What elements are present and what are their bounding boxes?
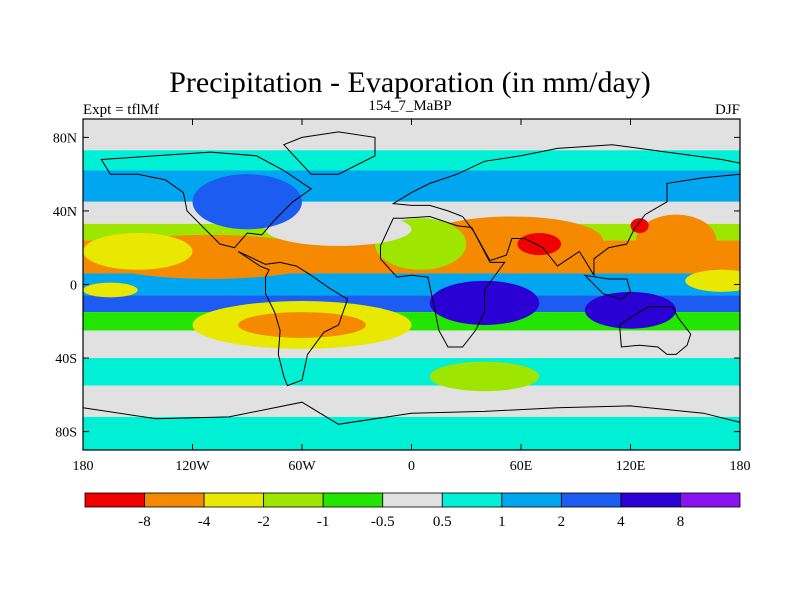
field-layer	[83, 119, 740, 450]
y-tick-label-3: 40S	[55, 352, 77, 367]
subtitle-center: 154_7_MaBP	[368, 98, 451, 114]
coastline-layer	[83, 131, 740, 450]
x-axis: 180 120W 60W 0 60E 120E 180	[73, 119, 751, 474]
continent-outline-2	[380, 215, 506, 348]
y-tick-label-0: 80N	[53, 131, 77, 146]
colorbar-box-4	[322, 492, 384, 508]
colorbar-box-8	[560, 492, 622, 508]
continent-outline-0	[100, 151, 312, 249]
x-tick-label-3: 0	[408, 459, 415, 474]
x-tick-label-6: 180	[730, 459, 751, 474]
subtitle-right: DJF	[715, 102, 740, 118]
x-tick-label-0: 180	[73, 459, 94, 474]
x-tick-label-5: 120E	[616, 459, 646, 474]
field-region-6	[635, 214, 717, 267]
colorbar: -8 -4 -2 -1 -0.5 0.5 1 2 4 8	[84, 492, 741, 530]
colorbar-label-0: -8	[138, 514, 151, 530]
colorbar-box-0	[84, 492, 145, 508]
colorbar-label-5: 0.5	[433, 514, 452, 530]
field-region-4	[420, 216, 604, 265]
colorbar-label-8: 4	[617, 514, 625, 530]
y-tick-label-4: 80S	[55, 426, 77, 441]
colorbar-box-7	[501, 492, 562, 508]
field-band-1	[83, 150, 740, 171]
colorbar-label-7: 2	[558, 514, 566, 530]
chart-title: Precipitation - Evaporation (in mm/day)	[169, 66, 651, 99]
x-tick-label-4: 60E	[510, 459, 533, 474]
field-region-5	[517, 233, 562, 256]
continent-outline-5	[83, 401, 740, 450]
continent-outline-6	[282, 131, 376, 175]
y-axis: 80N 40N 0 40S 80S	[53, 131, 740, 441]
colorbar-label-1: -4	[198, 514, 211, 530]
y-tick-label-2: 0	[70, 279, 77, 294]
field-region-3	[83, 233, 193, 270]
field-region-13	[685, 269, 740, 292]
field-band-6	[83, 273, 740, 296]
field-region-12	[192, 174, 302, 230]
field-region-14	[83, 282, 138, 298]
colorbar-label-9: 8	[677, 514, 685, 530]
y-tick-label-1: 40N	[53, 205, 77, 220]
field-band-11	[83, 385, 740, 417]
colorbar-label-2: -2	[257, 514, 270, 530]
field-region-11	[584, 291, 677, 329]
continent-outline-4	[618, 306, 692, 355]
colorbar-box-9	[620, 492, 681, 508]
x-tick-label-1: 120W	[175, 459, 210, 474]
field-band-2	[83, 170, 740, 202]
field-band-10	[83, 358, 740, 386]
continent-outline-1	[237, 250, 349, 387]
field-band-9	[83, 330, 740, 359]
continent-outline-3	[391, 144, 740, 278]
field-region-15	[429, 361, 540, 392]
colorbar-label-6: 1	[498, 514, 506, 530]
colorbar-box-2	[203, 492, 265, 508]
colorbar-box-3	[263, 492, 324, 508]
colorbar-box-6	[441, 492, 503, 508]
continent-outline-7	[583, 274, 632, 300]
subtitle-left: Expt = tflMf	[83, 102, 159, 118]
field-region-7	[630, 218, 649, 234]
x-tick-label-2: 60W	[288, 459, 316, 474]
colorbar-label-4: -0.5	[371, 514, 395, 530]
colorbar-box-1	[144, 492, 205, 508]
colorbar-box-10	[680, 492, 741, 508]
field-region-1	[238, 312, 366, 338]
colorbar-label-3: -1	[317, 514, 330, 530]
colorbar-box-5	[382, 492, 443, 508]
field-region-9	[265, 212, 412, 246]
